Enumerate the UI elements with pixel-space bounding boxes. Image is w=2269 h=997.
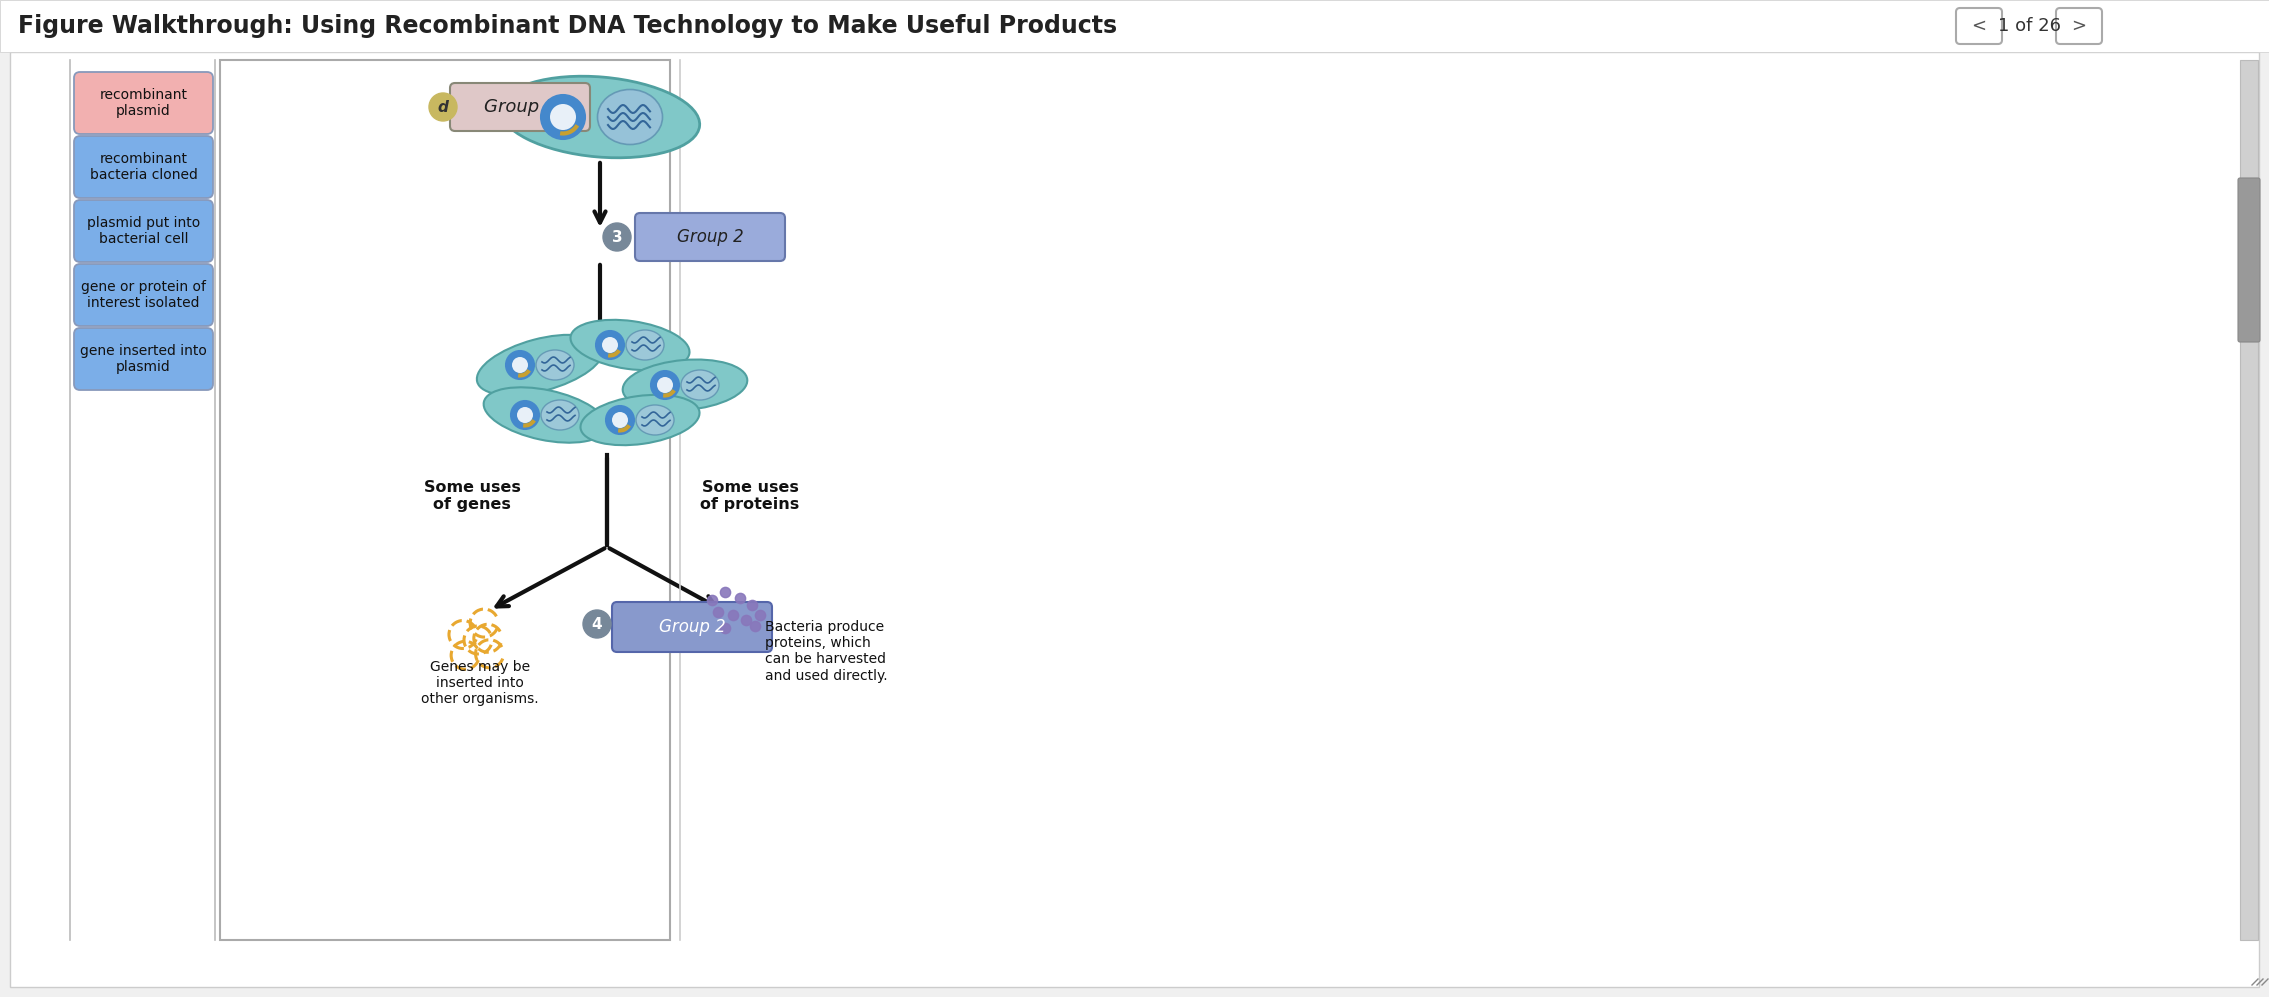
FancyBboxPatch shape bbox=[75, 200, 213, 262]
Ellipse shape bbox=[535, 350, 574, 380]
FancyBboxPatch shape bbox=[75, 328, 213, 390]
Ellipse shape bbox=[570, 320, 690, 370]
Text: Some uses
of proteins: Some uses of proteins bbox=[701, 480, 799, 512]
Circle shape bbox=[658, 377, 674, 393]
FancyBboxPatch shape bbox=[220, 60, 669, 940]
Point bbox=[728, 612, 765, 628]
Point bbox=[699, 604, 735, 620]
Ellipse shape bbox=[622, 360, 747, 411]
Circle shape bbox=[604, 223, 631, 251]
Circle shape bbox=[540, 95, 585, 139]
Circle shape bbox=[601, 337, 617, 353]
Ellipse shape bbox=[540, 400, 579, 430]
FancyBboxPatch shape bbox=[75, 72, 213, 134]
Text: gene or protein of
interest isolated: gene or protein of interest isolated bbox=[82, 280, 206, 310]
Text: Some uses
of genes: Some uses of genes bbox=[424, 480, 520, 512]
Circle shape bbox=[429, 93, 456, 121]
Text: Bacteria produce
proteins, which
can be harvested
and used directly.: Bacteria produce proteins, which can be … bbox=[765, 620, 887, 683]
Circle shape bbox=[511, 401, 540, 429]
Circle shape bbox=[606, 406, 633, 434]
Text: plasmid put into
bacterial cell: plasmid put into bacterial cell bbox=[86, 216, 200, 246]
FancyBboxPatch shape bbox=[2056, 8, 2101, 44]
Point bbox=[737, 618, 774, 634]
FancyBboxPatch shape bbox=[2240, 60, 2258, 940]
Ellipse shape bbox=[476, 335, 604, 395]
FancyBboxPatch shape bbox=[1956, 8, 2001, 44]
Circle shape bbox=[517, 407, 533, 423]
Point bbox=[715, 607, 751, 623]
FancyBboxPatch shape bbox=[75, 264, 213, 326]
Text: <: < bbox=[1972, 17, 1985, 35]
Ellipse shape bbox=[635, 405, 674, 435]
Text: gene inserted into
plasmid: gene inserted into plasmid bbox=[79, 344, 206, 374]
Text: Group 2: Group 2 bbox=[658, 618, 726, 636]
Text: Figure Walkthrough: Using Recombinant DNA Technology to Make Useful Products: Figure Walkthrough: Using Recombinant DN… bbox=[18, 14, 1116, 38]
Text: d: d bbox=[438, 100, 449, 115]
Point bbox=[733, 597, 769, 613]
Text: Group 1: Group 1 bbox=[483, 98, 556, 116]
Ellipse shape bbox=[681, 370, 719, 400]
Text: Group 2: Group 2 bbox=[676, 228, 744, 246]
Circle shape bbox=[549, 104, 576, 130]
Point bbox=[694, 592, 731, 608]
FancyBboxPatch shape bbox=[75, 136, 213, 198]
Text: 3: 3 bbox=[613, 229, 622, 244]
Text: Genes may be
inserted into
other organisms.: Genes may be inserted into other organis… bbox=[422, 660, 538, 707]
Text: >: > bbox=[2072, 17, 2087, 35]
Point bbox=[722, 590, 758, 606]
Ellipse shape bbox=[597, 90, 663, 145]
FancyBboxPatch shape bbox=[449, 83, 590, 131]
Circle shape bbox=[513, 357, 529, 373]
Text: 4: 4 bbox=[592, 616, 601, 631]
Ellipse shape bbox=[626, 330, 665, 360]
Point bbox=[708, 584, 744, 600]
Circle shape bbox=[597, 331, 624, 359]
FancyBboxPatch shape bbox=[9, 52, 2260, 987]
FancyBboxPatch shape bbox=[613, 602, 771, 652]
Point bbox=[742, 607, 778, 623]
Text: recombinant
plasmid: recombinant plasmid bbox=[100, 88, 188, 118]
FancyBboxPatch shape bbox=[635, 213, 785, 261]
Text: recombinant
bacteria cloned: recombinant bacteria cloned bbox=[88, 152, 197, 182]
Circle shape bbox=[651, 371, 678, 399]
Text: 1 of 26: 1 of 26 bbox=[1999, 17, 2063, 35]
FancyBboxPatch shape bbox=[681, 60, 2240, 940]
Ellipse shape bbox=[581, 395, 699, 446]
Circle shape bbox=[583, 610, 610, 638]
Circle shape bbox=[613, 412, 629, 428]
Ellipse shape bbox=[501, 76, 699, 158]
Circle shape bbox=[506, 351, 533, 379]
Point bbox=[708, 620, 744, 636]
FancyBboxPatch shape bbox=[0, 0, 2269, 52]
FancyBboxPatch shape bbox=[2237, 178, 2260, 342]
Ellipse shape bbox=[483, 387, 606, 443]
